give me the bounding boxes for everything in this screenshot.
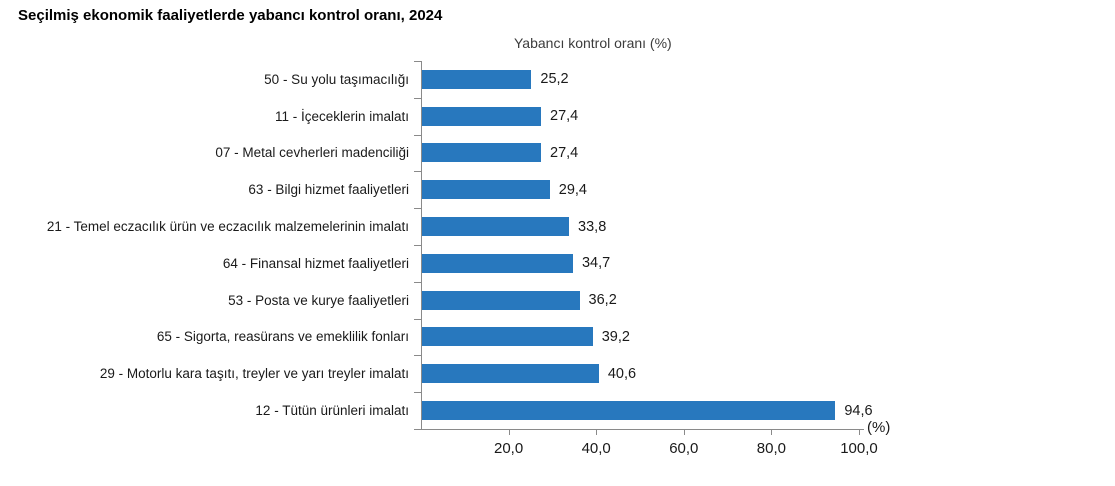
category-label: 64 - Finansal hizmet faaliyetleri — [222, 255, 409, 271]
bar-row: 11 - İçeceklerin imalatı 27,4 — [0, 98, 1115, 135]
bar — [421, 401, 836, 421]
bar-row: 21 - Temel eczacılık ürün ve eczacılık m… — [0, 208, 1115, 245]
category-label: 65 - Sigorta, reasürans ve emeklilik fon… — [156, 329, 409, 345]
y-axis-tick — [414, 61, 421, 62]
bar — [421, 327, 593, 347]
y-axis-line — [421, 61, 422, 429]
value-label: 34,7 — [581, 255, 611, 272]
y-axis-tick — [414, 429, 421, 430]
bar-row: 50 - Su yolu taşımacılığı 25,2 — [0, 61, 1115, 98]
bar — [421, 143, 541, 163]
value-label: 40,6 — [607, 365, 637, 382]
value-label: 29,4 — [558, 181, 587, 198]
x-axis-tick-label: 20,0 — [493, 440, 524, 457]
value-label: 39,2 — [601, 328, 630, 345]
bar-row: 53 - Posta ve kurye faaliyetleri 36,2 — [0, 282, 1115, 319]
bar — [421, 180, 550, 200]
bar — [421, 290, 580, 310]
y-axis-tick — [414, 318, 421, 320]
axis-title: Yabancı kontrol oranı (%) — [514, 35, 672, 51]
category-label: 12 - Tütün ürünleri imalatı — [255, 403, 409, 419]
y-axis-tick — [414, 208, 421, 210]
bar-row: 07 - Metal cevherleri madenciliği 27,4 — [0, 135, 1115, 172]
x-axis-tick — [771, 430, 773, 435]
bar — [421, 69, 532, 89]
bar-row: 29 - Motorlu kara taşıtı, treyler ve yar… — [0, 355, 1115, 392]
y-axis-tick — [414, 134, 421, 136]
category-label: 07 - Metal cevherleri madenciliği — [215, 145, 409, 161]
x-axis-tick-label: 60,0 — [669, 440, 699, 457]
x-axis-tick — [596, 430, 598, 435]
bar — [421, 253, 573, 273]
x-axis-line — [414, 429, 864, 430]
bar-row: 64 - Finansal hizmet faaliyetleri 34,7 — [0, 245, 1115, 282]
bar — [421, 217, 570, 237]
category-label: 11 - İçeceklerin imalatı — [274, 108, 409, 124]
bar-row: 65 - Sigorta, reasürans ve emeklilik fon… — [0, 319, 1115, 356]
y-axis-tick — [414, 355, 421, 357]
x-axis-tick-label: 80,0 — [756, 440, 786, 457]
x-axis-tick — [683, 430, 685, 435]
x-axis-tick — [859, 430, 860, 435]
value-label: 94,6 — [844, 402, 873, 419]
value-label: 27,4 — [550, 108, 579, 125]
category-label: 63 - Bilgi hizmet faaliyetleri — [248, 182, 409, 198]
value-label: 25,2 — [540, 71, 569, 88]
y-axis-tick — [414, 245, 421, 246]
x-axis-tick-label: 40,0 — [581, 440, 611, 457]
category-label: 21 - Temel eczacılık ürün ve eczacılık m… — [46, 219, 409, 235]
y-axis-tick — [414, 281, 421, 283]
y-axis-tick — [414, 392, 421, 394]
x-axis-tick-label: 100,0 — [840, 440, 878, 457]
bar — [421, 106, 541, 126]
category-label: 53 - Posta ve kurye faaliyetleri — [228, 292, 409, 308]
bar-row: 63 - Bilgi hizmet faaliyetleri 29,4 — [0, 171, 1115, 208]
value-label: 36,2 — [588, 292, 617, 309]
y-axis-tick — [414, 97, 421, 99]
bar — [421, 364, 599, 384]
category-label: 50 - Su yolu taşımacılığı — [264, 71, 409, 87]
value-label: 33,8 — [578, 218, 607, 235]
bar-rows-container: 50 - Su yolu taşımacılığı 25,2 11 - İçecek… — [0, 61, 1115, 429]
chart-title: Seçilmiş ekonomik faaliyetlerde yabancı … — [18, 7, 443, 24]
y-axis-tick — [414, 171, 421, 173]
x-axis-tick — [508, 430, 510, 435]
category-label: 29 - Motorlu kara taşıtı, treyler ve yar… — [99, 366, 409, 382]
x-axis-unit-label: (%) — [867, 419, 891, 436]
value-label: 27,4 — [550, 144, 579, 161]
bar-row: 12 - Tütün ürünleri imalatı 94,6 — [0, 392, 1115, 429]
